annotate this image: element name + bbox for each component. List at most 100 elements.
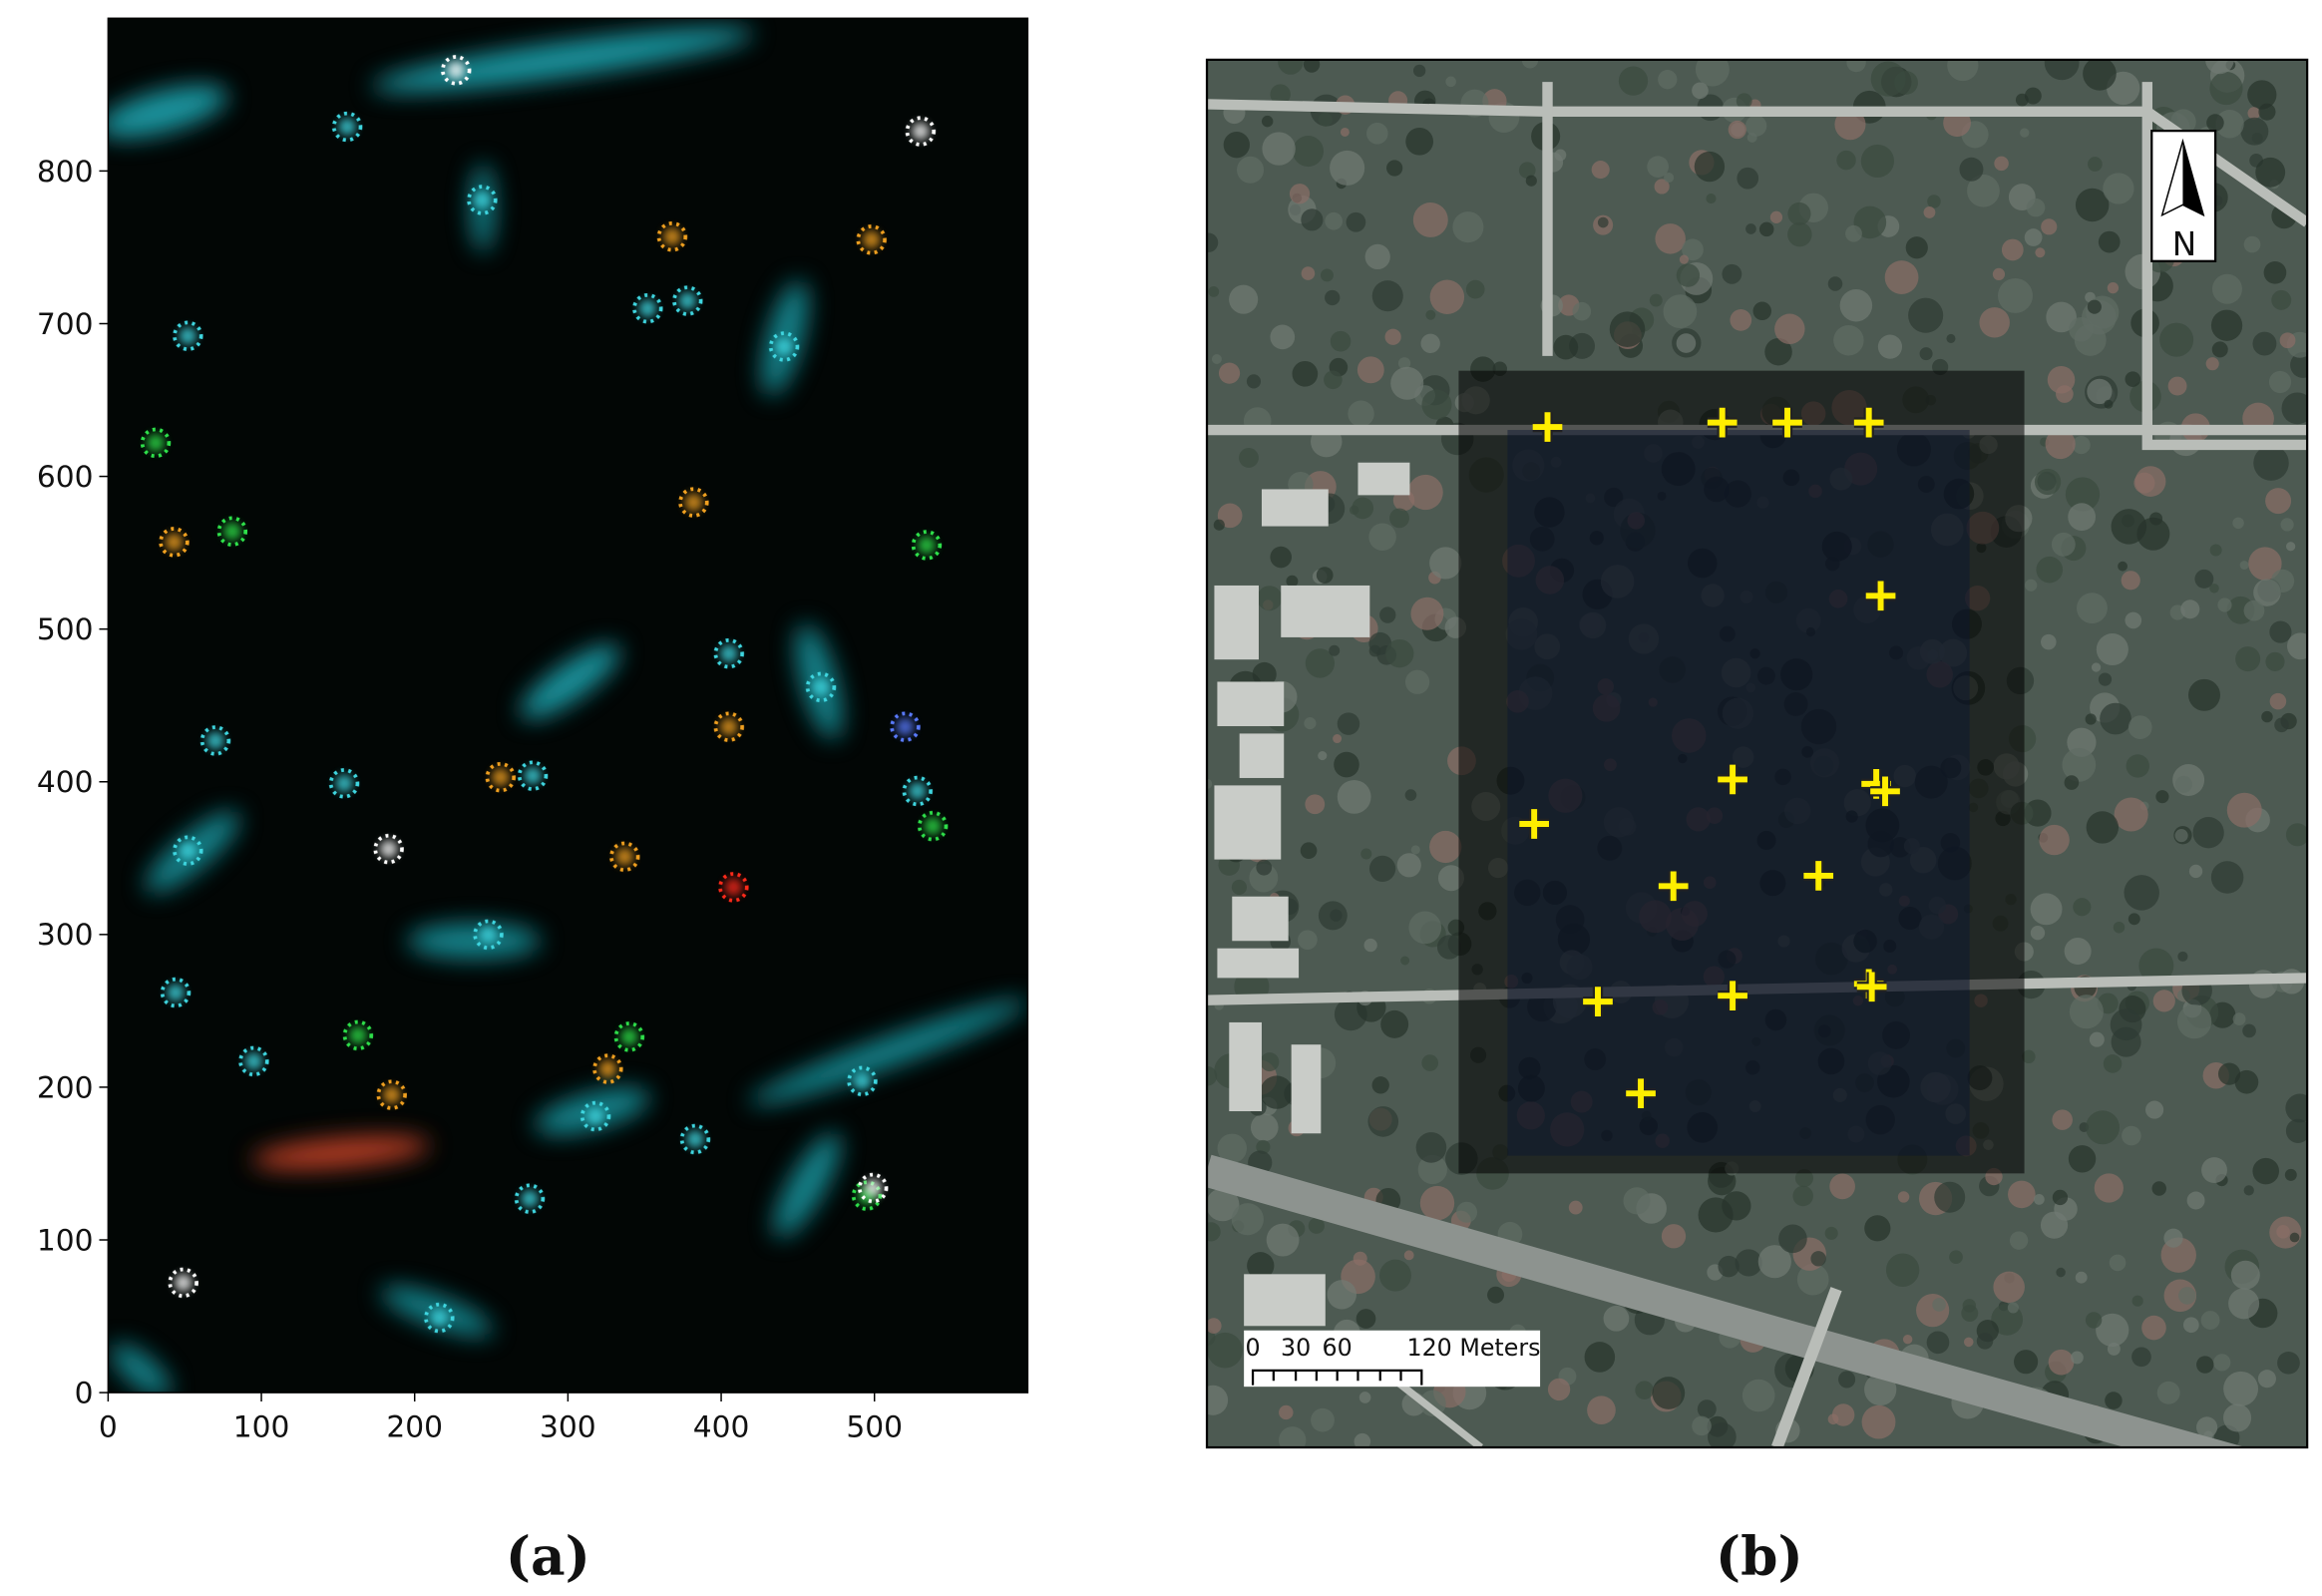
tree-canopy — [2034, 468, 2062, 496]
x-tick-label: 300 — [540, 1410, 596, 1445]
detection-glow — [586, 1107, 604, 1125]
tree-canopy — [2279, 332, 2296, 349]
tree-canopy — [2141, 1315, 2166, 1341]
detection-glow — [479, 925, 498, 944]
panel-caption: (a) — [506, 1525, 590, 1588]
tree-canopy — [2125, 371, 2141, 387]
cross — [1856, 972, 1887, 1002]
detection — [238, 1045, 269, 1077]
detection — [199, 725, 231, 756]
cross — [1772, 407, 1802, 438]
tree-canopy — [2242, 1023, 2256, 1038]
tree-canopy — [2133, 472, 2155, 494]
detection-glow — [719, 644, 738, 663]
tree-canopy — [1429, 279, 1465, 314]
detection-glow — [896, 717, 915, 736]
tree-canopy — [2255, 157, 2286, 188]
tree-canopy — [2072, 436, 2091, 455]
tree-canopy — [1356, 356, 1384, 384]
tree-canopy — [1301, 266, 1316, 280]
tree-canopy — [1757, 1245, 1791, 1279]
detection-glow — [862, 230, 881, 249]
tree-canopy — [1246, 374, 1262, 389]
detection — [514, 1183, 546, 1214]
scale-label: 0 — [1245, 1334, 1260, 1362]
tree-canopy — [1289, 184, 1311, 204]
tree-canopy — [2145, 1100, 2164, 1119]
tree-canopy — [1744, 115, 1767, 137]
tree-canopy — [1979, 307, 2010, 338]
tree-canopy — [2205, 357, 2219, 371]
tree-canopy — [1207, 1332, 1243, 1369]
detection-glow — [724, 878, 743, 897]
tree-canopy — [2194, 569, 2214, 589]
detection-glow — [719, 717, 738, 736]
tree-canopy — [1745, 223, 1756, 234]
tree-canopy — [2268, 370, 2292, 394]
tree-canopy — [1337, 779, 1371, 814]
tree-canopy — [1746, 132, 1757, 143]
tree-canopy — [2114, 797, 2148, 832]
tree-canopy — [2030, 926, 2046, 941]
tree-canopy — [1902, 1334, 1913, 1345]
tree-canopy — [1934, 1181, 1966, 1213]
tree-canopy — [2064, 775, 2080, 790]
tree-canopy — [1325, 211, 1344, 230]
tree-canopy — [1261, 115, 1274, 128]
tree-canopy — [1301, 208, 1324, 231]
tree-canopy — [1371, 1076, 1389, 1094]
tree-canopy — [1279, 1426, 1307, 1448]
tree-canopy — [2052, 1109, 2073, 1130]
tree-canopy — [2073, 898, 2092, 917]
tree-canopy — [2243, 235, 2261, 253]
tree-canopy — [2087, 378, 2113, 405]
detection — [376, 1079, 407, 1110]
tree-canopy — [2217, 598, 2232, 612]
tree-canopy — [1722, 1191, 1751, 1221]
detection-glow — [179, 841, 197, 860]
tree-canopy — [1262, 132, 1296, 166]
tree-canopy — [1963, 1337, 1974, 1348]
tree-canopy — [1664, 173, 1675, 184]
tree-canopy — [1919, 347, 1933, 361]
cross — [1803, 861, 1834, 891]
tree-canopy — [2188, 864, 2203, 879]
tree-canopy — [1260, 1075, 1294, 1109]
tree-canopy — [2048, 1349, 2075, 1376]
tree-canopy — [1833, 324, 1864, 356]
detection — [613, 1021, 645, 1052]
tree-canopy — [1403, 1250, 1414, 1261]
tree-canopy — [2136, 517, 2170, 551]
tree-canopy — [2276, 1225, 2290, 1239]
tree-canopy — [1718, 1255, 1740, 1278]
tree-canopy — [1927, 195, 1941, 208]
tree-canopy — [1425, 309, 1436, 320]
tree-canopy — [1436, 935, 1462, 960]
tree-canopy — [2226, 792, 2262, 828]
tree-canopy — [1846, 59, 1866, 73]
tree-canopy — [1420, 333, 1440, 354]
detection-glow — [853, 1071, 872, 1090]
tree-canopy — [1363, 938, 1377, 953]
tree-canopy — [2177, 951, 2188, 962]
tree-canopy — [2103, 1054, 2123, 1073]
cross — [1658, 871, 1689, 902]
tree-canopy — [1861, 1404, 1896, 1439]
tree-canopy — [2138, 948, 2174, 984]
x-tick-label: 200 — [386, 1410, 443, 1445]
detection-glow — [473, 191, 492, 209]
detection — [159, 527, 190, 558]
detection — [485, 761, 516, 793]
tree-canopy — [1787, 201, 1811, 225]
tree-canopy — [2247, 107, 2260, 120]
tree-canopy — [2265, 651, 2285, 671]
tree-canopy — [1207, 1318, 1222, 1334]
image-background — [108, 18, 1028, 1394]
image-streaks — [108, 27, 1028, 1394]
tree-canopy — [2211, 273, 2242, 304]
tree-canopy — [1278, 59, 1304, 75]
panel-a: 0 100 200 300 400 500 0 100 200 300 400 500 600 700 80… — [37, 17, 1029, 1588]
tree-canopy — [1697, 1399, 1717, 1419]
